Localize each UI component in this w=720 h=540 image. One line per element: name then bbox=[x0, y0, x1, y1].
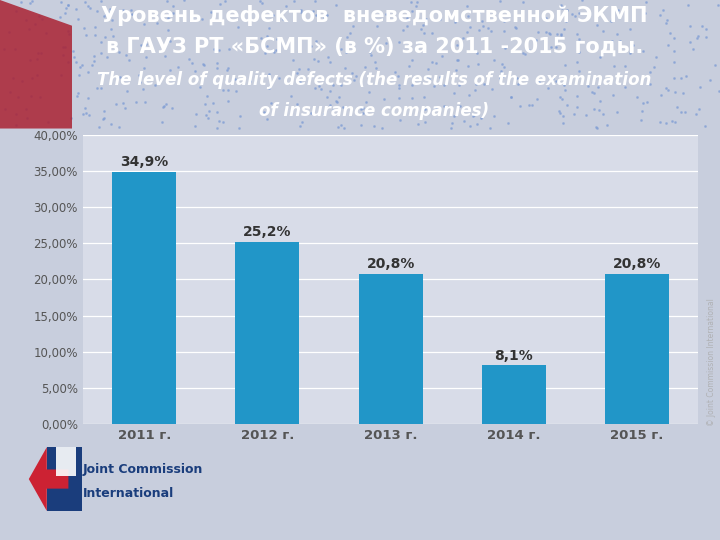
Bar bbox=[482, 366, 546, 424]
Polygon shape bbox=[29, 447, 68, 511]
Text: 20,8%: 20,8% bbox=[366, 257, 415, 271]
Text: 8,1%: 8,1% bbox=[495, 348, 533, 362]
Text: 34,9%: 34,9% bbox=[120, 155, 168, 169]
Text: 25,2%: 25,2% bbox=[243, 225, 292, 239]
Point bbox=[495, 25, 507, 34]
Polygon shape bbox=[0, 0, 72, 129]
Text: The level of quality defects (the results of the examination: The level of quality defects (the result… bbox=[97, 71, 652, 89]
Text: Уровень дефектов  вневедомственной ЭКМП: Уровень дефектов вневедомственной ЭКМП bbox=[101, 5, 648, 26]
Polygon shape bbox=[56, 447, 76, 476]
Bar bbox=[235, 242, 300, 424]
Text: International: International bbox=[83, 487, 174, 500]
Bar bbox=[47, 447, 82, 511]
Text: 20,8%: 20,8% bbox=[613, 257, 661, 271]
Bar bbox=[112, 172, 176, 424]
Text: of insurance companies): of insurance companies) bbox=[259, 102, 490, 119]
Text: Joint Commission: Joint Commission bbox=[83, 463, 203, 476]
Bar bbox=[605, 274, 669, 424]
Text: © Joint Commission International: © Joint Commission International bbox=[707, 298, 716, 426]
Text: в ГАУЗ РТ «БСМП» (в %) за 2011 -2015 годы.: в ГАУЗ РТ «БСМП» (в %) за 2011 -2015 год… bbox=[106, 36, 643, 56]
Bar bbox=[359, 274, 423, 424]
